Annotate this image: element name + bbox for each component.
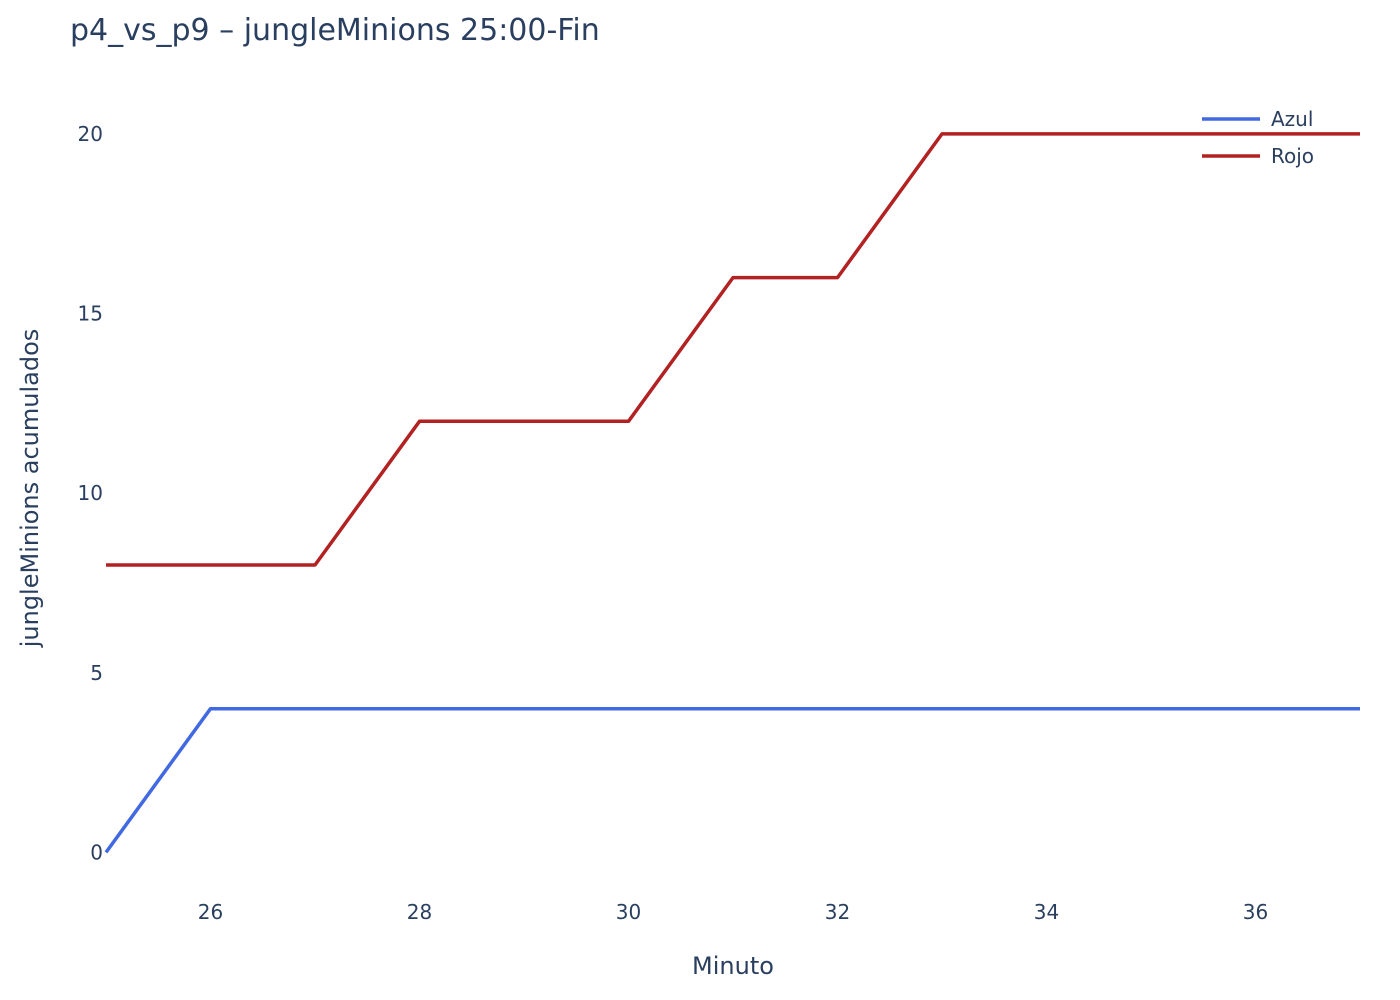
y-axis-title: jungleMinions acumulados	[16, 329, 44, 649]
y-tick-label: 10	[78, 481, 103, 505]
chart-title: p4_vs_p9 – jungleMinions 25:00-Fin	[70, 13, 600, 48]
plot-area	[104, 132, 1360, 854]
x-tick-label: 34	[1034, 900, 1059, 924]
y-tick-label: 5	[90, 661, 103, 685]
y-axis-ticks: 0 5 10 15 20	[78, 122, 103, 865]
y-tick-label: 0	[90, 840, 103, 864]
x-axis-ticks: 26 28 30 32 34 36	[198, 900, 1268, 924]
series-line-rojo	[106, 132, 1360, 567]
y-tick-label: 15	[78, 302, 103, 326]
legend: Azul Rojo	[1202, 107, 1314, 168]
x-axis-title: Minuto	[692, 952, 774, 980]
x-tick-label: 32	[825, 900, 850, 924]
y-tick-label: 20	[78, 122, 103, 146]
x-tick-label: 30	[616, 900, 641, 924]
x-tick-label: 28	[407, 900, 432, 924]
legend-label: Rojo	[1271, 144, 1314, 168]
legend-item-azul[interactable]: Azul	[1202, 107, 1313, 131]
legend-item-rojo[interactable]: Rojo	[1202, 144, 1314, 168]
series-line-azul	[104, 706, 1360, 854]
x-tick-label: 26	[198, 900, 223, 924]
x-tick-label: 36	[1243, 900, 1268, 924]
legend-label: Azul	[1271, 107, 1313, 131]
